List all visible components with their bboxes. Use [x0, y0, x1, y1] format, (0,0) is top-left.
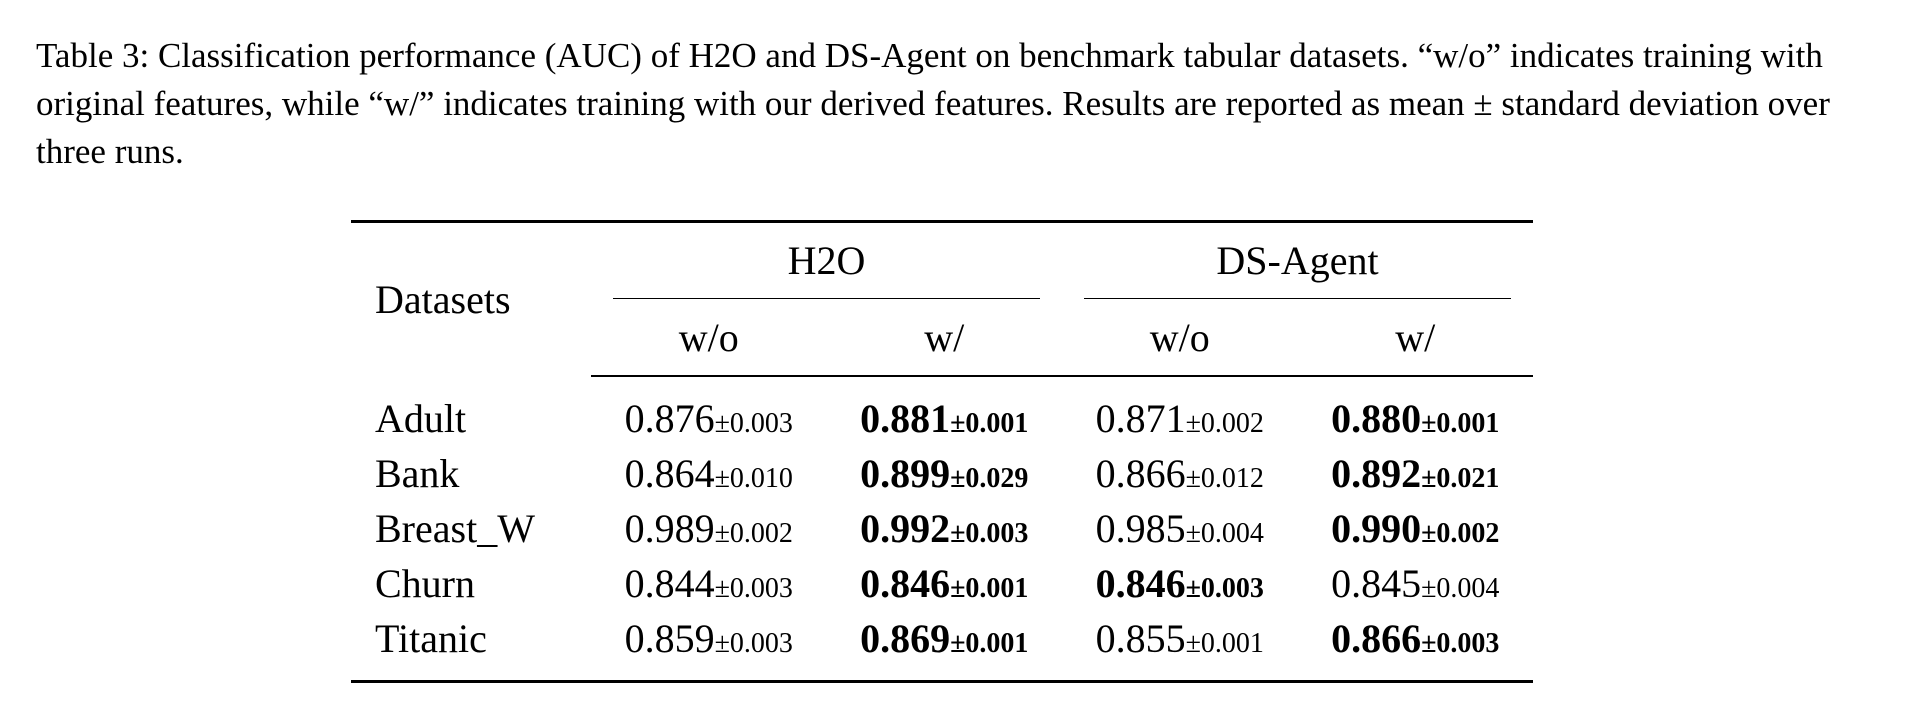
auc-value-cell: 0.880±0.001 [1298, 376, 1534, 446]
auc-std: ±0.021 [1421, 463, 1500, 494]
auc-value-cell: 0.859±0.003 [591, 611, 827, 682]
auc-mean: 0.989 [624, 506, 715, 551]
auc-mean: 0.846 [1095, 561, 1186, 606]
auc-value-cell: 0.846±0.003 [1062, 556, 1298, 611]
auc-value-cell: 0.866±0.003 [1298, 611, 1534, 682]
auc-value-cell: 0.855±0.001 [1062, 611, 1298, 682]
auc-mean: 0.990 [1331, 506, 1422, 551]
dataset-name-cell: Bank [375, 451, 460, 496]
dataset-name-cell: Titanic [375, 616, 487, 661]
auc-mean: 0.855 [1095, 616, 1186, 661]
auc-value-cell: 0.876±0.003 [591, 376, 827, 446]
auc-mean: 0.869 [860, 616, 951, 661]
auc-value-cell: 0.992±0.003 [827, 501, 1063, 556]
auc-value-cell: 0.845±0.004 [1298, 556, 1534, 611]
table-group-header-row: Datasets H2O DS-Agent [351, 222, 1533, 322]
auc-mean: 0.864 [624, 451, 715, 496]
auc-std: ±0.002 [1185, 408, 1264, 439]
auc-mean: 0.866 [1331, 616, 1422, 661]
table-row: Adult 0.876±0.003 0.881±0.001 0.871±0.002 0.… [351, 376, 1533, 446]
table-row: Titanic 0.859±0.003 0.869±0.001 0.855±0.001… [351, 611, 1533, 682]
table-subheader-row: w/o w/ w/o w/ [351, 299, 1533, 377]
auc-mean: 0.985 [1095, 506, 1186, 551]
results-table-container: Datasets H2O DS-Agent w/o w/ w/o w/ Adul… [351, 220, 1533, 683]
table-body: Adult 0.876±0.003 0.881±0.001 0.871±0.002 0.… [351, 376, 1533, 682]
auc-value-cell: 0.869±0.001 [827, 611, 1063, 682]
results-table: Datasets H2O DS-Agent w/o w/ w/o w/ Adul… [351, 220, 1533, 683]
auc-mean: 0.866 [1095, 451, 1186, 496]
auc-std: ±0.003 [1185, 573, 1264, 604]
auc-mean: 0.876 [624, 396, 715, 441]
auc-mean: 0.881 [860, 396, 951, 441]
auc-value-cell: 0.985±0.004 [1062, 501, 1298, 556]
auc-std: ±0.001 [1421, 408, 1500, 439]
auc-mean: 0.899 [860, 451, 951, 496]
auc-std: ±0.012 [1185, 463, 1264, 494]
subheader-ds-agent-with: w/ [1297, 299, 1533, 377]
table-caption: Table 3: Classification performance (AUC… [36, 36, 1830, 171]
auc-mean: 0.859 [624, 616, 715, 661]
auc-std: ±0.001 [950, 408, 1029, 439]
auc-value-cell: 0.846±0.001 [827, 556, 1063, 611]
auc-std: ±0.003 [714, 628, 793, 659]
auc-std: ±0.003 [714, 573, 793, 604]
auc-value-cell: 0.899±0.029 [827, 446, 1063, 501]
auc-std: ±0.003 [1421, 628, 1500, 659]
auc-value-cell: 0.881±0.001 [827, 376, 1063, 446]
auc-std: ±0.004 [1421, 573, 1500, 604]
dataset-name-cell: Breast_W [375, 506, 535, 551]
table-row: Breast_W 0.989±0.002 0.992±0.003 0.985±0.00… [351, 501, 1533, 556]
auc-value-cell: 0.990±0.002 [1298, 501, 1534, 556]
group-header-ds-agent: DS-Agent [1062, 222, 1533, 299]
auc-std: ±0.003 [950, 518, 1029, 549]
auc-std: ±0.002 [1421, 518, 1500, 549]
auc-std: ±0.010 [714, 463, 793, 494]
subheader-h2o-without: w/o [591, 299, 827, 377]
auc-value-cell: 0.871±0.002 [1062, 376, 1298, 446]
dataset-name-cell: Churn [375, 561, 475, 606]
subheader-h2o-with: w/ [826, 299, 1062, 377]
auc-std: ±0.004 [1185, 518, 1264, 549]
auc-mean: 0.880 [1331, 396, 1422, 441]
auc-value-cell: 0.864±0.010 [591, 446, 827, 501]
auc-mean: 0.844 [624, 561, 715, 606]
table-row: Churn 0.844±0.003 0.846±0.001 0.846±0.003 0.… [351, 556, 1533, 611]
auc-std: ±0.002 [714, 518, 793, 549]
auc-mean: 0.892 [1331, 451, 1422, 496]
auc-value-cell: 0.866±0.012 [1062, 446, 1298, 501]
auc-std: ±0.029 [950, 463, 1029, 494]
auc-value-cell: 0.989±0.002 [591, 501, 827, 556]
table-row: Bank 0.864±0.010 0.899±0.029 0.866±0.012 0.8… [351, 446, 1533, 501]
group-header-h2o: H2O [591, 222, 1062, 299]
auc-mean: 0.871 [1095, 396, 1186, 441]
auc-mean: 0.992 [860, 506, 951, 551]
auc-std: ±0.001 [1185, 628, 1264, 659]
auc-std: ±0.001 [950, 573, 1029, 604]
subheader-ds-agent-without: w/o [1062, 299, 1298, 377]
auc-value-cell: 0.892±0.021 [1298, 446, 1534, 501]
dataset-name-cell: Adult [375, 395, 467, 441]
auc-std: ±0.003 [714, 408, 793, 439]
auc-value-cell: 0.844±0.003 [591, 556, 827, 611]
auc-std: ±0.001 [950, 628, 1029, 659]
auc-mean: 0.845 [1331, 561, 1422, 606]
auc-mean: 0.846 [860, 561, 951, 606]
datasets-header: Datasets [375, 277, 511, 322]
